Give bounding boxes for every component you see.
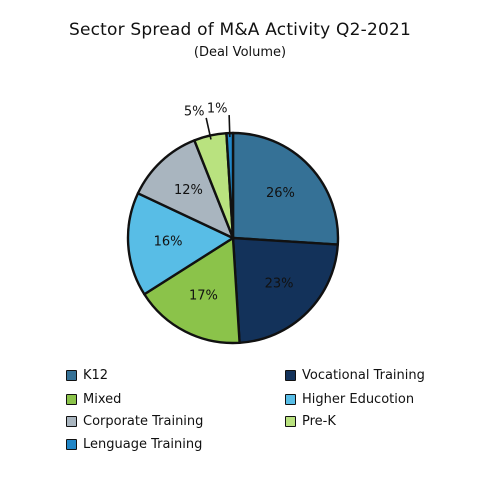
pie-slice-k12 [231, 131, 340, 246]
pie-leader-language-training [228, 115, 231, 138]
pie-label-corporate-training: 12% [174, 183, 203, 198]
chart-subtitle: (Deal Volume) [193, 45, 287, 60]
pie-label-higher-education: 16% [154, 235, 183, 250]
pie-label-pre-k: 5% [184, 104, 205, 119]
pie-label-language-training: 1% [207, 102, 228, 117]
pie-leader-pre-k [205, 117, 212, 140]
chart-title: Sector Spread of M&A Activity Q2-2021 [68, 20, 412, 40]
pie-slice-mixed [143, 236, 241, 345]
pie-label-k12: 26% [266, 186, 295, 201]
pie-label-mixed: 17% [189, 289, 218, 304]
pie-slice-corporate-training [136, 139, 235, 240]
pie-label-vocational-training: 23% [265, 277, 294, 292]
pie-slice-higher-education [126, 192, 235, 296]
pie-slice-vocational-training [231, 236, 339, 344]
